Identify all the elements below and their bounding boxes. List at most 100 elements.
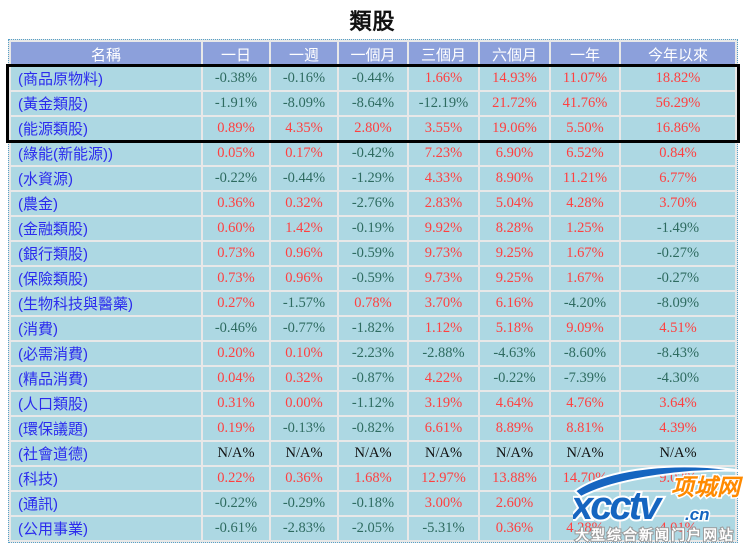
- value-cell: N/A%: [339, 442, 407, 465]
- row-name-link[interactable]: (必需消費): [11, 342, 201, 365]
- value-cell: 13.88%: [480, 467, 549, 490]
- page-title: 類股: [349, 9, 396, 34]
- value-cell: -8.64%: [339, 92, 407, 115]
- value-cell: -0.44%: [271, 167, 337, 190]
- value-cell: 14.93%: [480, 67, 549, 90]
- value-cell: 0.78%: [339, 292, 407, 315]
- value-cell: -8.09%: [271, 92, 337, 115]
- value-cell: 0.36%: [203, 192, 269, 215]
- row-name-link[interactable]: (公用事業): [11, 517, 201, 540]
- value-cell: 0.00%: [271, 392, 337, 415]
- value-cell: 0.04%: [203, 367, 269, 390]
- value-cell: N/A%: [409, 442, 478, 465]
- value-cell: -0.82%: [339, 417, 407, 440]
- value-cell: -0.13%: [271, 417, 337, 440]
- value-cell: -5.31%: [409, 517, 478, 540]
- value-cell: -8.60%: [551, 342, 619, 365]
- value-cell: 1.42%: [271, 217, 337, 240]
- row-name-link[interactable]: (水資源): [11, 167, 201, 190]
- value-cell: -0.22%: [480, 367, 549, 390]
- value-cell: 41.76%: [551, 92, 619, 115]
- watermark-swoosh-icon: [573, 465, 742, 499]
- value-cell: 4.01%: [621, 517, 735, 540]
- value-cell: 6.61%: [409, 417, 478, 440]
- column-header-1: 一日: [203, 42, 269, 67]
- value-cell: N/A%: [551, 442, 619, 465]
- value-cell: -4.63%: [480, 342, 549, 365]
- value-cell: 0.32%: [271, 367, 337, 390]
- value-cell: 5.18%: [480, 317, 549, 340]
- row-name-link[interactable]: (人口類股): [11, 392, 201, 415]
- value-cell: [621, 492, 735, 515]
- row-name-link[interactable]: (社會道德): [11, 442, 201, 465]
- value-cell: -1.29%: [339, 167, 407, 190]
- value-cell: 1.67%: [551, 267, 619, 290]
- value-cell: 4.64%: [480, 392, 549, 415]
- value-cell: -0.61%: [203, 517, 269, 540]
- value-cell: 0.32%: [271, 192, 337, 215]
- row-name-link[interactable]: (黃金類股): [11, 92, 201, 115]
- value-cell: 16.86%: [621, 117, 735, 140]
- column-header-6: 一年: [551, 42, 619, 67]
- value-cell: 2.80%: [339, 117, 407, 140]
- row-name-link[interactable]: (消費): [11, 317, 201, 340]
- value-cell: -7.39%: [551, 367, 619, 390]
- value-cell: 4.39%: [621, 417, 735, 440]
- value-cell: 9.92%: [409, 217, 478, 240]
- value-cell: 12.97%: [409, 467, 478, 490]
- value-cell: -2.76%: [339, 192, 407, 215]
- row-name-link[interactable]: (農金): [11, 192, 201, 215]
- value-cell: 8.28%: [480, 217, 549, 240]
- value-cell: 1.12%: [409, 317, 478, 340]
- value-cell: N/A%: [271, 442, 337, 465]
- sector-performance-table: 名稱 一日 一週 一個月 三個月 六個月 一年 今年以來 (商品原物料) -0.38% -0.16%…: [6, 39, 740, 543]
- value-cell: N/A%: [203, 442, 269, 465]
- row-name-link[interactable]: (商品原物料): [11, 67, 201, 90]
- value-cell: 4.33%: [409, 167, 478, 190]
- row-name-link[interactable]: (保險類股): [11, 267, 201, 290]
- value-cell: -0.77%: [271, 317, 337, 340]
- value-cell: N/A%: [621, 442, 735, 465]
- value-cell: 0.96%: [271, 242, 337, 265]
- row-name-link[interactable]: (精品消費): [11, 367, 201, 390]
- value-cell: 0.36%: [271, 467, 337, 490]
- value-cell: -1.49%: [621, 217, 735, 240]
- value-cell: 0.05%: [203, 142, 269, 165]
- row-name-link[interactable]: (生物科技與醫藥): [11, 292, 201, 315]
- value-cell: -0.16%: [271, 67, 337, 90]
- value-cell: -1.12%: [339, 392, 407, 415]
- value-cell: -2.88%: [409, 342, 478, 365]
- value-cell: 0.73%: [203, 267, 269, 290]
- value-cell: 19.06%: [480, 117, 549, 140]
- value-cell: 4.22%: [409, 367, 478, 390]
- value-cell: 3.70%: [409, 292, 478, 315]
- value-cell: 8.81%: [551, 417, 619, 440]
- value-cell: -4.30%: [621, 367, 735, 390]
- row-name-link[interactable]: (通訊): [11, 492, 201, 515]
- value-cell: 7.23%: [409, 142, 478, 165]
- value-cell: 0.60%: [203, 217, 269, 240]
- column-header-7: 今年以來: [621, 42, 735, 67]
- value-cell: -1.82%: [339, 317, 407, 340]
- row-name-link[interactable]: (綠能(新能源)): [11, 142, 201, 165]
- value-cell: 3.00%: [409, 492, 478, 515]
- row-name-link[interactable]: (銀行類股): [11, 242, 201, 265]
- value-cell: -0.27%: [621, 267, 735, 290]
- row-name-link[interactable]: (環保議題): [11, 417, 201, 440]
- value-cell: -0.44%: [339, 67, 407, 90]
- value-cell: 11.07%: [551, 67, 619, 90]
- row-name-link[interactable]: (能源類股): [11, 117, 201, 140]
- value-cell: -12.19%: [409, 92, 478, 115]
- value-cell: 3.19%: [409, 392, 478, 415]
- row-name-link[interactable]: (科技): [11, 467, 201, 490]
- row-name-link[interactable]: (金融類股): [11, 217, 201, 240]
- value-cell: [551, 492, 619, 515]
- value-cell: 8.90%: [480, 167, 549, 190]
- column-header-4: 三個月: [409, 42, 478, 67]
- value-cell: 9.25%: [480, 242, 549, 265]
- value-cell: 18.82%: [621, 67, 735, 90]
- value-cell: -0.19%: [339, 217, 407, 240]
- value-cell: 4.28%: [551, 192, 619, 215]
- value-cell: -0.42%: [339, 142, 407, 165]
- value-cell: -0.87%: [339, 367, 407, 390]
